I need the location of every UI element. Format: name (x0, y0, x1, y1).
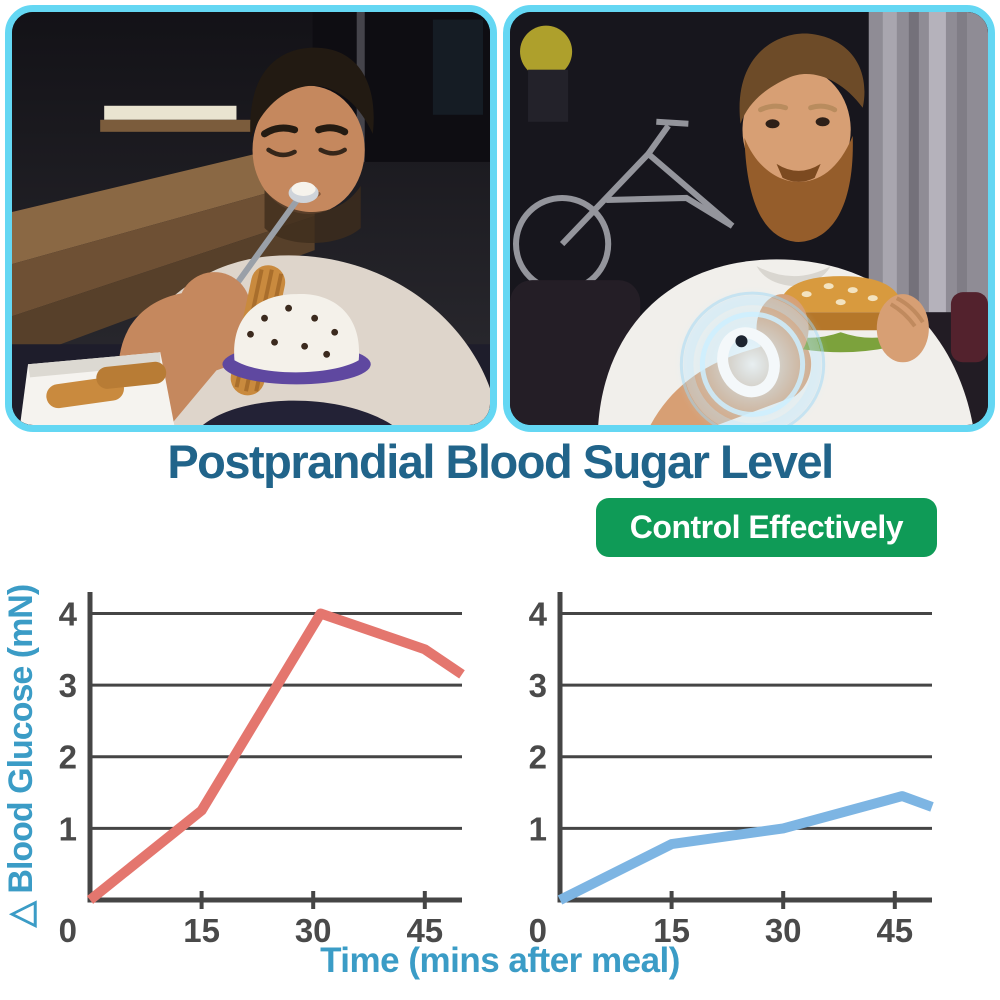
photo-overeating-desserts (5, 5, 497, 432)
cream-cake (222, 294, 371, 385)
wooden-bench (12, 105, 315, 363)
y-tick-label: 1 (59, 810, 77, 847)
x-tick-label: 45 (406, 912, 443, 949)
photo-burger-smart-ring (503, 5, 995, 432)
dark-clothing (202, 400, 393, 425)
data-line (86, 608, 465, 904)
y-tick-label: 0 (529, 912, 547, 949)
y-tick-label: 1 (529, 810, 547, 847)
x-tick-label: 45 (876, 912, 913, 949)
dessert-box (20, 352, 175, 425)
page-title: Postprandial Blood Sugar Level (167, 435, 834, 488)
x-tick-label: 15 (653, 912, 690, 949)
chart-after: 15 30 45 0 1 2 3 4 (529, 592, 934, 949)
control-effectively-badge: Control Effectively (595, 498, 937, 557)
yellow-object (520, 25, 573, 122)
smart-ring-glow (674, 286, 831, 425)
y-tick-label: 2 (59, 739, 77, 776)
y-tick-label: 4 (529, 595, 548, 632)
hand-fist (178, 272, 251, 345)
y-tick-label: 2 (529, 739, 547, 776)
y-tick-label: 3 (59, 667, 77, 704)
y-tick-label: 0 (59, 912, 77, 949)
photo-left-illustration (12, 12, 490, 425)
y-tick-label: 4 (59, 595, 78, 632)
data-line (557, 791, 934, 905)
man-head (250, 47, 374, 244)
photo-right-illustration (510, 12, 988, 425)
y-tick-label: 3 (529, 667, 547, 704)
x-tick-label: 30 (295, 912, 332, 949)
x-tick-label: 30 (765, 912, 802, 949)
man-head (739, 33, 865, 243)
x-axis-label: Time (mins after meal) (320, 941, 680, 980)
pillow (950, 292, 988, 363)
chart-before: 15 30 45 0 1 2 3 4 (59, 592, 465, 949)
x-tick-label: 15 (183, 912, 220, 949)
